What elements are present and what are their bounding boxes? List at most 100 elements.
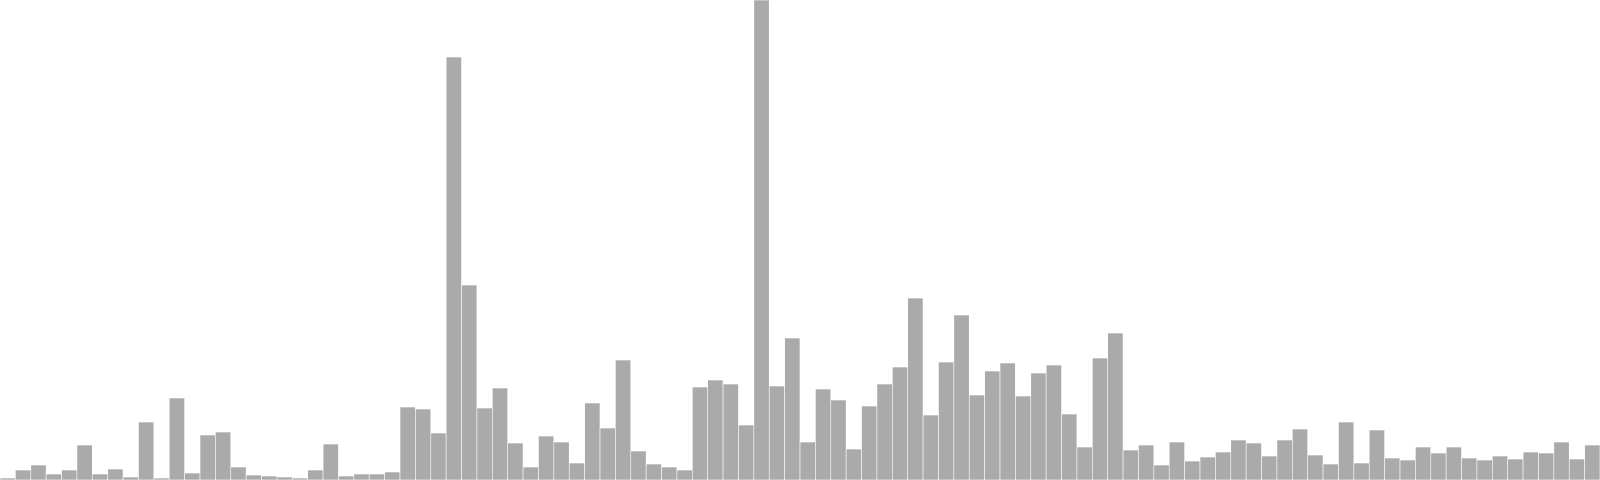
bar [1476,459,1493,480]
bar [907,297,924,480]
bar [1015,395,1032,480]
bar [107,468,124,480]
bar [199,434,216,480]
bar [322,443,339,480]
bar [307,469,324,480]
bar [15,469,32,480]
bar [707,379,724,480]
bar [615,359,632,480]
bar [30,464,47,480]
bar [830,399,847,480]
bar [1322,463,1339,480]
bar [1430,452,1447,480]
bar [138,421,155,480]
bar [1107,332,1124,480]
bar [1307,454,1324,480]
bar [1461,457,1478,480]
bar [1061,413,1078,480]
bar [1230,439,1247,480]
bar [1030,372,1047,480]
bar [522,466,539,480]
bar [968,394,985,480]
bar [630,450,647,480]
bar [415,408,432,480]
bar [1399,459,1416,480]
bar [45,473,62,480]
bar [1538,452,1555,480]
bar [76,444,93,480]
bar [1445,446,1462,480]
bar [368,473,385,480]
bar [1353,462,1370,480]
bar [599,427,616,480]
bar [676,469,693,480]
bar [538,435,555,480]
bar [1092,357,1108,480]
bar [399,406,416,480]
bar [1215,451,1232,480]
bar [1368,429,1385,480]
bar [384,471,401,480]
bar [184,472,201,480]
bar [445,56,462,480]
bar [476,407,493,480]
bar [261,475,278,480]
bar [799,441,816,480]
bar [892,366,908,480]
bar [1276,439,1293,480]
bar [861,405,878,480]
bar [984,370,1001,480]
bar [1492,455,1508,480]
bar [784,337,801,480]
bar [1568,458,1585,480]
bar [230,466,247,480]
bar [738,424,755,480]
bar [815,388,832,480]
bar [768,385,785,480]
bar [1168,441,1185,480]
bar [1076,446,1093,480]
bar [461,284,478,480]
bar [430,432,447,480]
bar [1292,428,1308,480]
bar [492,387,508,480]
bar [1153,464,1170,480]
bar [1415,446,1432,480]
bar [1338,421,1355,480]
bar [553,441,570,480]
bar [568,462,585,480]
bar [953,314,970,480]
bar [645,463,662,480]
bar [353,473,370,480]
bar [1199,456,1216,480]
bar [1584,444,1600,480]
bar [661,466,678,480]
bar [692,386,708,480]
bar [584,402,601,480]
bar [722,383,739,480]
bar [1522,451,1539,480]
bar [999,362,1016,480]
bar [1553,441,1570,480]
bar [922,414,939,480]
bar [1138,444,1155,480]
bar [92,473,108,480]
bar [1184,460,1201,480]
bar [938,361,955,480]
bar [876,383,893,480]
bar [1507,458,1524,480]
bar [507,442,524,480]
bar [753,0,770,480]
bar [845,448,862,480]
bar [1384,457,1401,480]
bar [1245,442,1262,480]
bar [245,474,262,480]
bar [338,475,355,480]
bar [1045,364,1062,480]
bar [1261,455,1278,480]
bar [61,469,78,480]
bar [168,397,185,480]
bar [1122,449,1139,480]
